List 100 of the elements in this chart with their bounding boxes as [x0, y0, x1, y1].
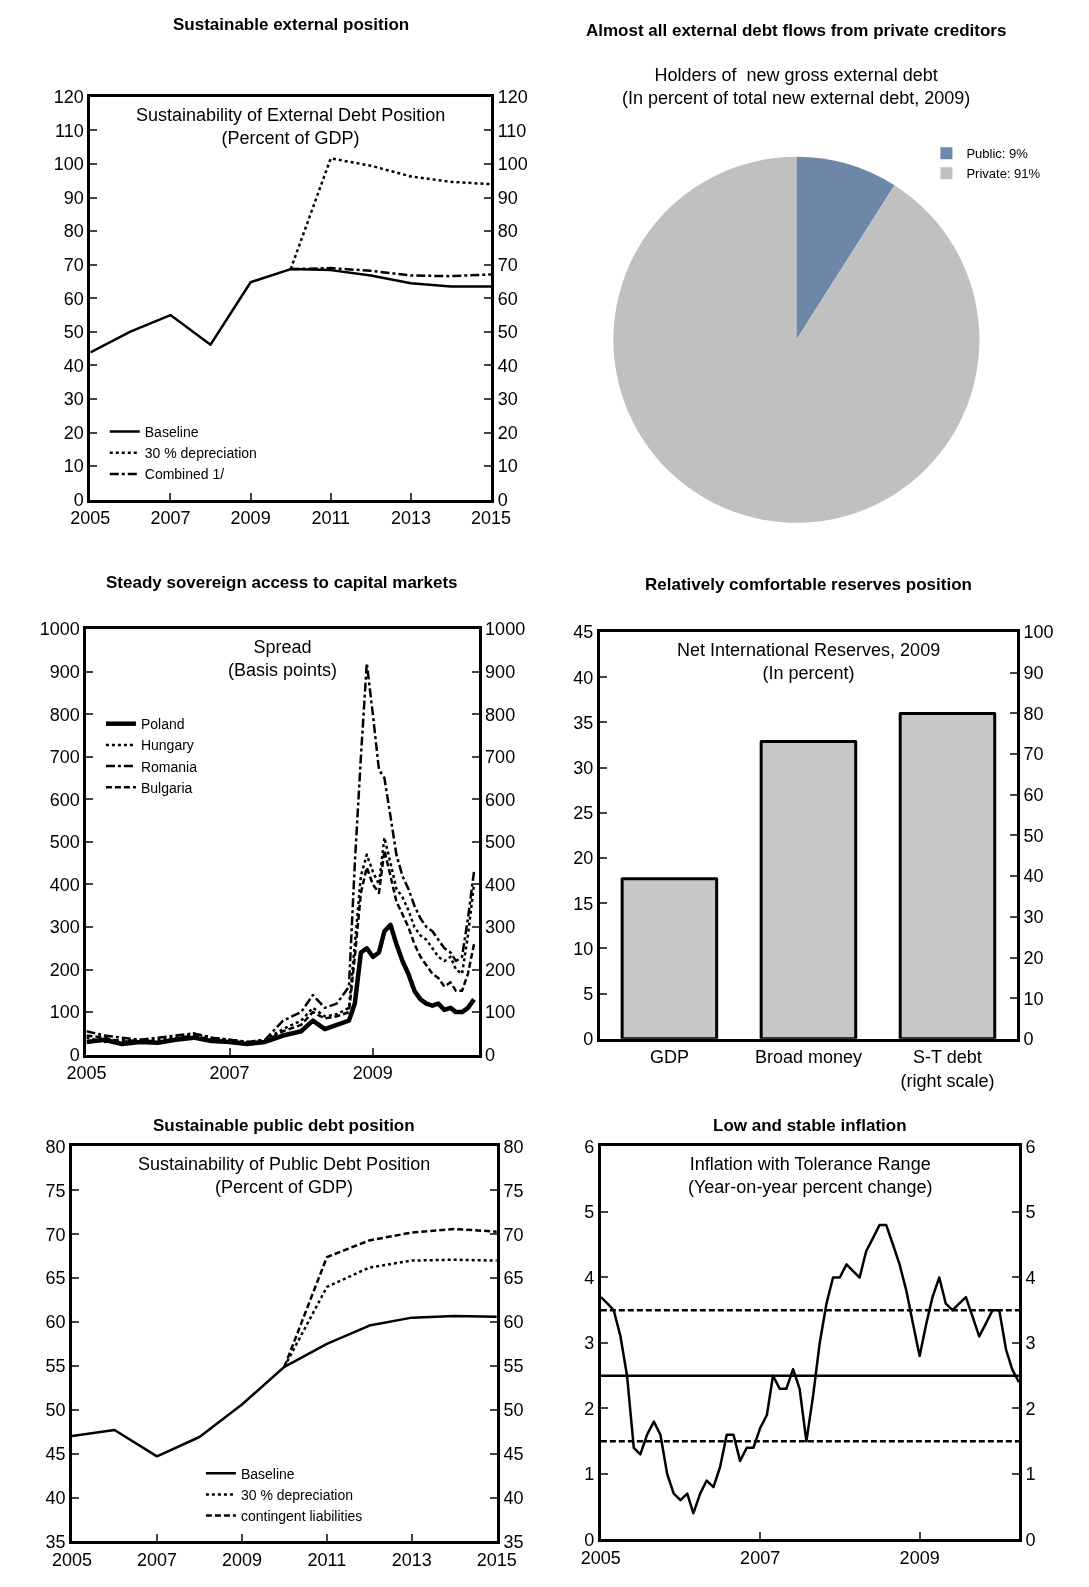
- x-tick-label: 2013: [390, 508, 431, 529]
- y2-tick-label: 120: [497, 87, 528, 108]
- x-tick-label: 2007: [136, 1550, 177, 1571]
- x-tick-label: 2007: [150, 508, 191, 529]
- y2-tick-label: 1: [1025, 1464, 1036, 1485]
- y2-tick-label: 900: [485, 661, 516, 682]
- x-tick-label: GDP: [649, 1047, 689, 1068]
- x-tick-label: 2005: [66, 1063, 107, 1084]
- chart-title: Sustainable external position: [173, 15, 410, 34]
- y-tick-label: 50: [45, 1400, 66, 1421]
- y2-tick-label: 20: [497, 422, 518, 443]
- y-tick-label: 110: [55, 120, 84, 141]
- text: Spread (Basis points): [228, 637, 338, 681]
- x-tick-label: 2009: [352, 1063, 393, 1084]
- y2-tick-label: 0: [485, 1044, 496, 1065]
- x-tick-label: 2005: [70, 508, 111, 529]
- y-tick-label: 20: [573, 848, 594, 869]
- y-tick-label: 5: [584, 1202, 595, 1223]
- y2-tick-label: 300: [485, 917, 516, 938]
- x-tick-label: 2013: [391, 1550, 432, 1571]
- y2-tick-label: 60: [1023, 785, 1044, 806]
- y2-tick-label: 40: [497, 355, 518, 376]
- y2-tick-label: 60: [503, 1312, 524, 1333]
- y-tick-label: 65: [45, 1268, 66, 1289]
- y-tick-label: 35: [45, 1531, 66, 1552]
- y2-tick-label: 20: [1023, 947, 1044, 968]
- y2-tick-label: 80: [503, 1136, 524, 1157]
- y-tick-label: 40: [573, 667, 594, 688]
- y-tick-label: 6: [584, 1136, 595, 1157]
- y2-tick-label: 5: [1025, 1202, 1036, 1223]
- x-tick-label: 2007: [209, 1063, 250, 1084]
- y2-tick-label: 800: [485, 704, 516, 725]
- y-tick-label: 60: [45, 1312, 66, 1333]
- y2-tick-label: 40: [1023, 866, 1044, 887]
- y2-tick-label: 55: [503, 1356, 524, 1377]
- chart-subtitle: Holders of new gross external debt (In percent of total new external debt, 2009): [622, 65, 971, 109]
- y-tick-label: 1000: [39, 619, 80, 640]
- legend-label: Bulgaria: [140, 779, 193, 796]
- y2-tick-label: 30: [497, 389, 518, 410]
- legend-label: Hungary: [140, 737, 194, 754]
- y-tick-label: 200: [49, 959, 80, 980]
- y2-tick-label: 0: [1025, 1529, 1036, 1550]
- legend-label: Private: 91%: [966, 166, 1041, 182]
- y-tick-label: 45: [573, 622, 594, 643]
- y-tick-label: 25: [573, 803, 594, 824]
- y-tick-label: 35: [573, 712, 594, 733]
- y2-tick-label: 90: [497, 187, 518, 208]
- y2-tick-label: 50: [497, 322, 518, 343]
- y-tick-label: 400: [49, 874, 80, 895]
- y-tick-label: 40: [45, 1487, 66, 1508]
- y2-tick-label: 600: [485, 789, 516, 810]
- y2-tick-label: 0: [1023, 1029, 1034, 1050]
- legend-label: Combined 1/: [144, 466, 225, 483]
- y-tick-label: 15: [573, 893, 594, 914]
- y-tick-label: 10: [63, 456, 84, 477]
- y-tick-label: 10: [573, 938, 594, 959]
- legend-label: Baseline: [144, 423, 199, 440]
- chart-title: Sustainable public debt position: [153, 1116, 415, 1135]
- x-tick-label: 2005: [580, 1548, 621, 1569]
- y2-tick-label: 100: [485, 1002, 516, 1023]
- y-tick-label: 45: [45, 1443, 66, 1464]
- y2-tick-label: 30: [1023, 907, 1044, 928]
- x-tick-label: 2007: [740, 1548, 781, 1569]
- y-tick-label: 600: [49, 789, 80, 810]
- y2-tick-label: 35: [503, 1531, 524, 1552]
- y-tick-label: 60: [63, 288, 84, 309]
- y2-tick-label: 2: [1025, 1398, 1036, 1419]
- y-tick-label: 55: [45, 1356, 66, 1377]
- legend-label: Baseline: [240, 1465, 295, 1482]
- y-tick-label: 120: [53, 87, 84, 108]
- y2-tick-label: 75: [503, 1180, 524, 1201]
- y2-tick-label: 10: [497, 456, 518, 477]
- chart-title: Steady sovereign access to capital markets: [106, 573, 458, 592]
- x-tick-label: 2011: [311, 508, 351, 529]
- y2-tick-label: 40: [503, 1487, 524, 1508]
- y-tick-label: 100: [53, 154, 84, 175]
- y-tick-label: 30: [63, 389, 84, 410]
- y2-tick-label: 1000: [485, 619, 526, 640]
- y-tick-label: 500: [49, 832, 80, 853]
- legend-label: contingent liabilities: [240, 1508, 363, 1525]
- y-tick-label: 70: [63, 255, 84, 276]
- y-tick-label: 3: [584, 1333, 595, 1354]
- y-tick-label: 800: [49, 704, 80, 725]
- legend-label: Poland: [140, 716, 185, 733]
- y2-tick-label: 700: [485, 747, 516, 768]
- y-tick-label: 0: [69, 1044, 80, 1065]
- chart-title: Almost all external debt flows from private creditors: [586, 21, 1007, 40]
- y-tick-label: 70: [45, 1224, 66, 1245]
- x-tick-label: S-T debt (right scale): [900, 1047, 995, 1091]
- y2-tick-label: 200: [485, 959, 516, 980]
- y-tick-label: 2: [584, 1398, 595, 1419]
- x-tick-label: 2009: [221, 1550, 262, 1571]
- y-tick-label: 0: [583, 1029, 594, 1050]
- y-tick-label: 80: [45, 1136, 66, 1157]
- chart-title: Relatively comfortable reserves position: [645, 575, 972, 594]
- chart-title: Low and stable inflation: [713, 1116, 907, 1135]
- y2-tick-label: 400: [485, 874, 516, 895]
- y2-tick-label: 60: [497, 288, 518, 309]
- y2-tick-label: 10: [1023, 988, 1044, 1009]
- y-tick-label: 100: [49, 1002, 80, 1023]
